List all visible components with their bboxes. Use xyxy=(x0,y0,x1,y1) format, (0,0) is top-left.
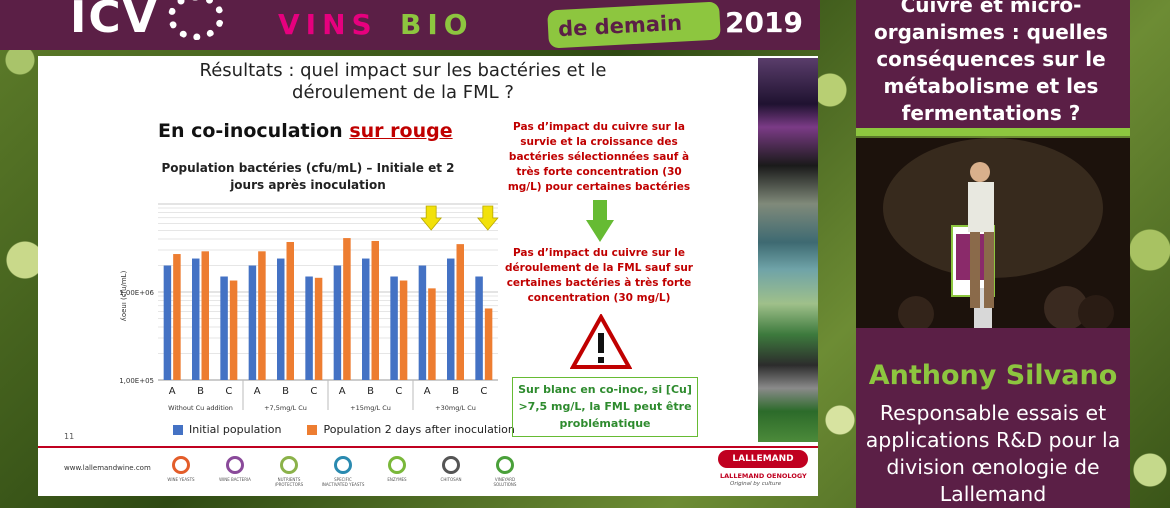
bar-after-10 xyxy=(456,244,464,380)
group-label: +7,5mg/L Cu xyxy=(264,404,307,412)
bar-initial-4 xyxy=(277,258,285,380)
nutrients-icon xyxy=(280,456,298,474)
chart-title: Population bactéries (cfu/mL) – Initiale… xyxy=(161,161,455,192)
bar-initial-5 xyxy=(305,276,313,380)
bar-after-9 xyxy=(428,288,436,380)
x-tick-label: A xyxy=(424,386,431,397)
legend-swatch-initial xyxy=(173,424,183,435)
bar-after-8 xyxy=(399,280,408,380)
x-tick-label: C xyxy=(310,386,317,397)
bar-after-1 xyxy=(201,251,209,380)
chitosan-icon xyxy=(442,456,460,474)
x-tick-label: A xyxy=(254,386,261,397)
group-label: Without Cu addition xyxy=(168,404,233,412)
note-bacteria-survival: Pas d’impact du cuivre sur la survie et … xyxy=(507,121,691,193)
footer-icon-label: WINE BACTERIA xyxy=(219,477,251,482)
divider xyxy=(856,128,1130,136)
legend-item-after: Population 2 days after inoculation xyxy=(307,423,515,436)
warning-icon xyxy=(570,314,632,369)
speaker-photo xyxy=(856,138,1130,328)
wine-bacteria-icon xyxy=(226,456,244,474)
x-tick-label: C xyxy=(395,386,402,397)
bar-after-11 xyxy=(484,308,493,380)
x-tick-label: B xyxy=(197,386,204,397)
bar-after-3 xyxy=(258,251,266,380)
x-tick-label: B xyxy=(452,386,459,397)
legend-swatch-after xyxy=(307,424,318,435)
yellow-arrow-icon xyxy=(420,205,443,231)
x-tick-label: B xyxy=(367,386,374,397)
bar-initial-0 xyxy=(163,265,172,380)
speaker-role: Responsable essais et applications R&D p… xyxy=(865,401,1121,506)
icv-logo: ICV xyxy=(70,0,159,43)
bar-initial-7 xyxy=(362,258,370,380)
bar-initial-1 xyxy=(192,258,200,380)
legend-item-initial: Initial population xyxy=(173,423,281,436)
slide-number: 11 xyxy=(64,432,75,441)
heading-prefix: En co-inoculation xyxy=(158,120,350,142)
bar-after-2 xyxy=(229,280,238,380)
topic-title: Cuivre et micro-organismes : quelles con… xyxy=(874,0,1108,125)
bar-after-7 xyxy=(371,240,379,380)
conclusion-box: Sur blanc en co-inoc, si [Cu] >7,5 mg/L,… xyxy=(512,377,698,437)
bar-after-5 xyxy=(314,277,323,380)
note-fml-progress: Pas d’impact du cuivre sur le déroulemen… xyxy=(505,247,693,304)
legend-label-initial: Initial population xyxy=(189,423,282,436)
group-label: +15mg/L Cu xyxy=(350,404,391,412)
down-arrow-icon xyxy=(586,200,614,242)
footer-icon-label: SPECIFIC INACTIVATED YEASTS xyxy=(321,477,365,487)
specific-yeasts-icon xyxy=(334,456,352,474)
slide-heading: En co-inoculation sur rouge xyxy=(158,120,453,142)
presentation-slide: Résultats : quel impact sur les bactérie… xyxy=(38,56,818,496)
bar-initial-3 xyxy=(248,265,257,380)
brand-bio: BIO xyxy=(400,8,474,41)
event-year: 2019 xyxy=(725,6,803,39)
brand-vins: VINS xyxy=(278,8,378,41)
x-tick-label: C xyxy=(225,386,232,397)
speaker-info: Anthony Silvano Responsable essais et ap… xyxy=(856,328,1130,508)
wine-yeasts-icon xyxy=(172,456,190,474)
bar-after-4 xyxy=(286,241,294,380)
gear-icon xyxy=(168,0,224,40)
y-tick-label: 1,00E+05 xyxy=(119,377,154,385)
y-tick-label: 1,00E+06 xyxy=(119,289,154,297)
microbe-image-strip xyxy=(758,58,818,442)
x-tick-label: A xyxy=(169,386,176,397)
legend-label-after: Population 2 days after inoculation xyxy=(323,423,515,436)
lallemand-tagline: Original by culture xyxy=(730,481,782,487)
footer-url: www.lallemandwine.com xyxy=(64,464,151,472)
footer-icon-label: WINE YEASTS xyxy=(167,477,195,482)
footer-icon-label: VINEYARD SOLUTIONS xyxy=(493,477,517,487)
bar-initial-6 xyxy=(333,265,342,380)
bar-initial-9 xyxy=(418,265,427,380)
group-label: +30mg/L Cu xyxy=(435,404,476,412)
heading-highlight: sur rouge xyxy=(349,120,453,142)
slide-title: Résultats : quel impact sur les bactérie… xyxy=(199,60,607,103)
bar-after-0 xyxy=(173,254,181,380)
slide-footer: www.lallemandwine.com WINE YEASTS WINE BA… xyxy=(38,446,818,496)
x-tick-label: B xyxy=(282,386,289,397)
bar-initial-8 xyxy=(390,276,398,380)
y-axis-label: ʎoeuı (cfu/mL) xyxy=(120,270,128,321)
x-tick-label: C xyxy=(480,386,487,397)
bar-initial-11 xyxy=(475,276,483,380)
footer-icon-label: ENZYMES xyxy=(387,477,407,482)
speaker-panel: Cuivre et micro-organismes : quelles con… xyxy=(856,0,1130,508)
lallemand-logo: LALLEMAND xyxy=(718,450,808,468)
bar-initial-2 xyxy=(220,276,228,380)
footer-icon-label: CHITOSAN xyxy=(440,477,462,482)
lallemand-oenology: LALLEMAND OENOLOGY xyxy=(720,472,807,480)
vineyard-solutions-icon xyxy=(496,456,514,474)
bar-initial-10 xyxy=(447,258,455,380)
header-band: ICV VINS BIO de demain 2019 xyxy=(0,0,820,50)
chart-legend: Initial population Population 2 days aft… xyxy=(173,423,515,436)
yellow-arrow-icon xyxy=(476,205,499,231)
footer-icon-label: NUTRIENTS /PROTECTORS xyxy=(274,477,304,487)
enzymes-icon xyxy=(388,456,406,474)
topic-box: Cuivre et micro-organismes : quelles con… xyxy=(856,0,1130,128)
speaker-name: Anthony Silvano xyxy=(868,360,1118,391)
x-tick-label: A xyxy=(339,386,346,397)
bar-after-6 xyxy=(343,238,351,380)
